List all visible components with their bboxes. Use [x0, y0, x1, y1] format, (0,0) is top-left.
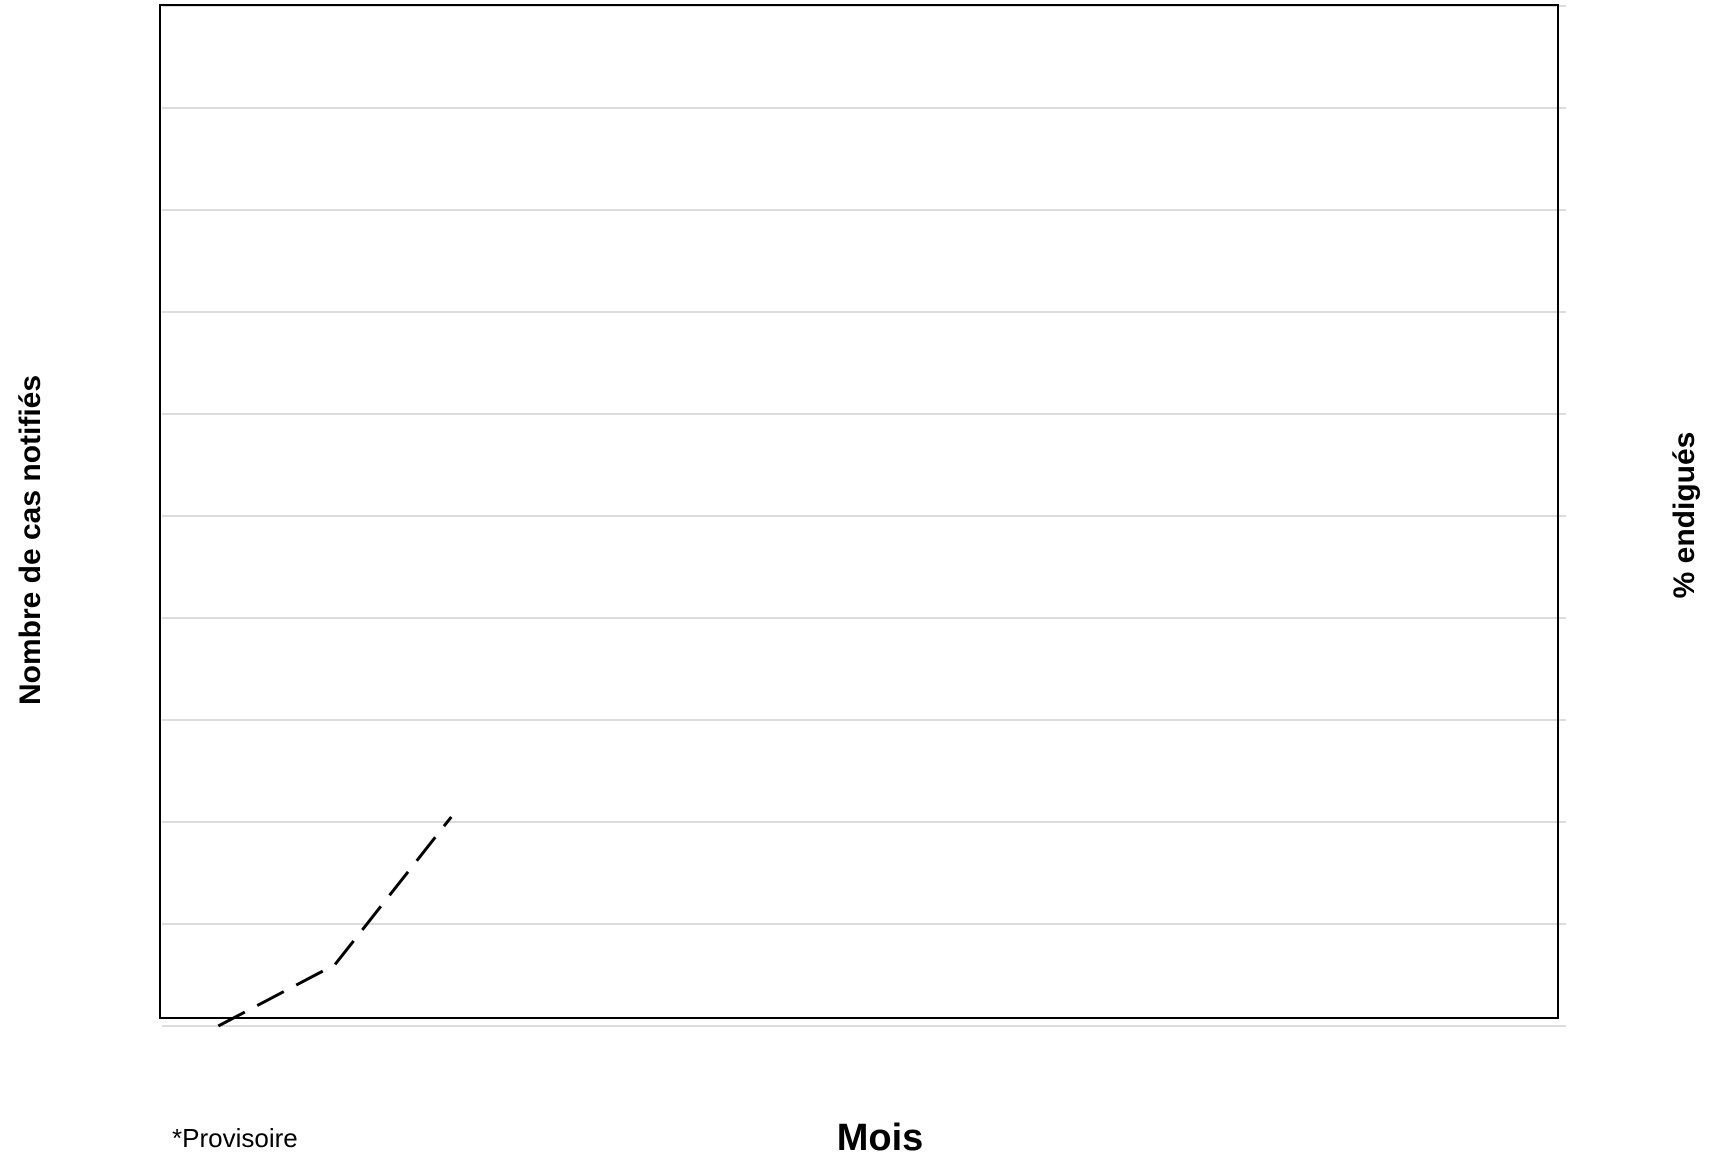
series-line [217, 815, 453, 1028]
gridlines [162, 5, 1566, 1027]
series-layer [217, 815, 453, 1028]
provisional-note: *Provisoire [172, 1123, 298, 1153]
plot-area-frame [159, 4, 1559, 1019]
y-axis-title: Nombre de cas notifiés [14, 375, 47, 705]
x-axis-title: Mois [837, 1117, 924, 1159]
y2-axis-title: % endigués [1668, 432, 1701, 599]
